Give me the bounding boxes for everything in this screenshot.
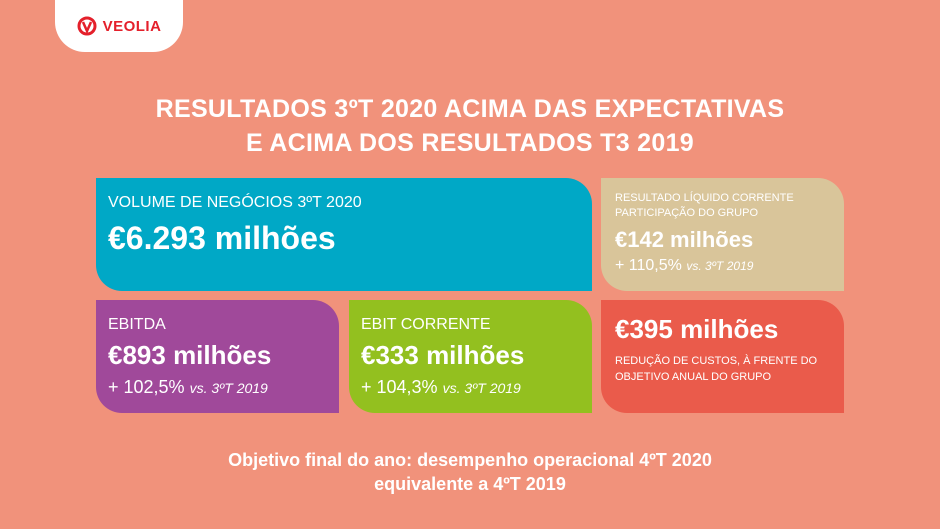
card-ebit-vs: vs. 3ºT 2019 [442, 380, 521, 396]
logo-text: VEOLIA [102, 17, 162, 35]
card-ebit-delta-value: + 104,3% [361, 377, 438, 397]
veolia-logo-icon [77, 16, 97, 36]
card-volume-label: VOLUME DE NEGÓCIOS 3ºT 2020 [108, 194, 362, 211]
card-net-label-line-2: PARTICIPAÇÃO DO GRUPO [615, 207, 759, 219]
card-volume: VOLUME DE NEGÓCIOS 3ºT 2020 €6.293 milhõ… [96, 178, 592, 291]
card-ebitda-value: €893 milhões [108, 340, 272, 370]
card-ebit: EBIT CORRENTE €333 milhões + 104,3% vs. … [349, 300, 592, 413]
card-cost-note-line-1: REDUÇÃO DE CUSTOS, À FRENTE DO [615, 355, 818, 367]
headline-line-1: RESULTADOS 3ºT 2020 ACIMA DAS EXPECTATIV… [155, 95, 785, 123]
card-net-delta-value: + 110,5% [615, 257, 682, 274]
card-net-vs: vs. 3ºT 2019 [686, 259, 754, 273]
logo-tab: VEOLIA [55, 0, 183, 52]
card-ebit-label: EBIT CORRENTE [361, 316, 491, 333]
card-ebitda-delta-value: + 102,5% [108, 377, 185, 397]
card-cost-note-line-2: OBJETIVO ANUAL DO GRUPO [615, 371, 772, 383]
card-net-delta: + 110,5% vs. 3ºT 2019 [615, 257, 830, 275]
card-net-label-line-1: RESULTADO LÍQUIDO CORRENTE [615, 192, 794, 204]
footer-line-1: Objetivo final do ano: desempenho operac… [228, 450, 712, 470]
card-ebitda-delta: + 102,5% vs. 3ºT 2019 [108, 377, 327, 398]
card-net-result: RESULTADO LÍQUIDO CORRENTE PARTICIPAÇÃO … [601, 178, 844, 291]
headline-line-2: E ACIMA DOS RESULTADOS T3 2019 [246, 129, 694, 157]
card-ebit-value: €333 milhões [361, 340, 525, 370]
footer-line-2: equivalente a 4ºT 2019 [374, 474, 566, 494]
headline: RESULTADOS 3ºT 2020 ACIMA DAS EXPECTATIV… [0, 92, 940, 160]
card-cost-note: REDUÇÃO DE CUSTOS, À FRENTE DO OBJETIVO … [615, 353, 830, 385]
card-volume-value: €6.293 milhões [108, 220, 336, 256]
card-cost-value: €395 milhões [615, 314, 779, 344]
card-ebitda-label: EBITDA [108, 316, 166, 333]
card-ebit-delta: + 104,3% vs. 3ºT 2019 [361, 377, 580, 398]
footer-objective: Objetivo final do ano: desempenho operac… [0, 448, 940, 496]
card-cost-reduction: €395 milhões REDUÇÃO DE CUSTOS, À FRENTE… [601, 300, 844, 413]
card-net-value: €142 milhões [615, 227, 754, 252]
card-ebitda-vs: vs. 3ºT 2019 [189, 380, 268, 396]
card-ebitda: EBITDA €893 milhões + 102,5% vs. 3ºT 201… [96, 300, 339, 413]
